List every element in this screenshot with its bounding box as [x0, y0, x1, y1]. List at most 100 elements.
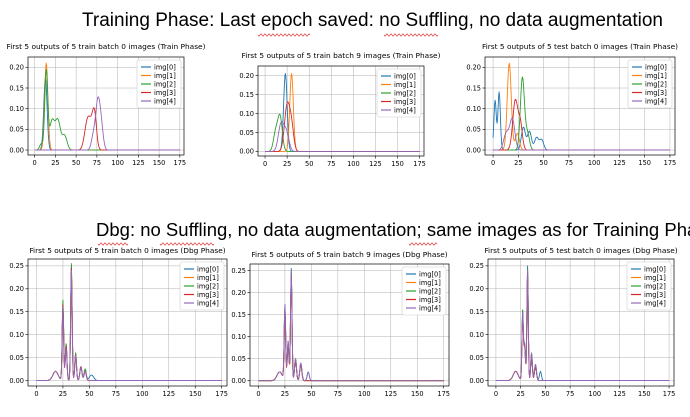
series-line-4: [265, 121, 420, 152]
legend-label: img[3]: [197, 291, 219, 299]
x-tick-label: 75: [334, 390, 342, 398]
y-tick-label: 0.00: [231, 377, 246, 385]
x-tick-label: 50: [72, 159, 80, 167]
legend-label: img[4]: [644, 299, 666, 307]
x-tick-label: 125: [613, 159, 626, 167]
plot-title: First 5 outputs of 5 train batch 0 image…: [29, 246, 225, 255]
x-tick-label: 0: [263, 160, 267, 168]
x-tick-label: 150: [638, 159, 651, 167]
series-line-4: [493, 117, 670, 151]
legend-label: img[1]: [419, 279, 441, 287]
legend-box: [179, 261, 225, 311]
y-tick-label: 0.25: [231, 267, 246, 275]
legend-label: img[2]: [645, 80, 667, 88]
x-tick-label: 175: [413, 160, 426, 168]
x-tick-label: 75: [112, 390, 120, 398]
x-tick-label: 75: [327, 160, 335, 168]
x-tick-label: 50: [541, 390, 549, 398]
y-tick-label: 0.00: [9, 146, 24, 154]
x-tick-label: 100: [136, 390, 149, 398]
y-tick-label: 0.00: [239, 148, 254, 156]
plot-frame: [484, 56, 676, 156]
x-tick-label: 175: [664, 159, 677, 167]
y-tick-label: 0.15: [239, 91, 254, 99]
chart-panel-2: First 5 outputs of 5 test batch 0 images…: [466, 42, 678, 167]
legend-label: img[3]: [419, 296, 441, 304]
y-tick-label: 0.10: [9, 105, 24, 113]
chart-panel-1: First 5 outputs of 5 train batch 9 image…: [239, 51, 440, 168]
legend-label: img[1]: [154, 72, 176, 80]
legend-label: img[3]: [645, 89, 667, 97]
legend-label: img[3]: [394, 98, 416, 106]
series-line-4: [36, 270, 222, 381]
legend-label: img[0]: [419, 270, 441, 278]
x-tick-label: 150: [189, 390, 202, 398]
legend-label: img[1]: [644, 274, 666, 282]
x-tick-label: 75: [565, 159, 573, 167]
x-tick-label: 175: [437, 390, 450, 398]
y-tick-label: 0.05: [231, 355, 246, 363]
x-tick-label: 0: [491, 159, 495, 167]
plot-title: First 5 outputs of 5 train batch 0 image…: [6, 42, 205, 51]
y-tick-label: 0.10: [239, 110, 254, 118]
legend-box: [136, 59, 182, 109]
y-tick-label: 0.20: [231, 289, 246, 297]
y-tick-label: 0.10: [469, 331, 484, 339]
legend-label: img[4]: [154, 97, 176, 105]
legend-label: img[2]: [154, 80, 176, 88]
legend-label: img[0]: [644, 265, 666, 273]
legend-label: img[2]: [419, 287, 441, 295]
series-line-3: [34, 107, 180, 151]
y-tick-label: 0.25: [469, 262, 484, 270]
x-tick-label: 100: [589, 390, 602, 398]
legend-label: img[4]: [197, 299, 219, 307]
chart-panel-3: First 5 outputs of 5 train batch 0 image…: [9, 246, 228, 398]
x-tick-label: 0: [494, 390, 498, 398]
series-line-4: [495, 269, 670, 381]
plot-title: First 5 outputs of 5 train batch 9 image…: [241, 51, 440, 60]
spellcheck-underline: [257, 33, 311, 37]
y-tick-label: 0.10: [9, 331, 24, 339]
x-tick-label: 125: [384, 390, 397, 398]
x-tick-label: 100: [588, 159, 601, 167]
y-tick-label: 0.15: [231, 311, 246, 319]
y-tick-label: 0.20: [9, 285, 24, 293]
legend-label: img[0]: [197, 265, 219, 273]
legend-box: [626, 261, 672, 311]
x-tick-label: 50: [85, 390, 93, 398]
spellcheck-underline: [97, 242, 129, 246]
x-tick-label: 0: [34, 390, 38, 398]
y-tick-label: 0.00: [9, 377, 24, 385]
plot-frame: [27, 56, 185, 156]
legend-label: img[2]: [197, 282, 219, 290]
legend-label: img[0]: [394, 72, 416, 80]
y-tick-label: 0.20: [239, 72, 254, 80]
plot-frame: [249, 263, 450, 387]
plot-title: First 5 outputs of 5 test batch 0 images…: [484, 246, 677, 255]
legend-label: img[2]: [394, 89, 416, 97]
y-tick-label: 0.05: [9, 354, 24, 362]
legend-label: img[2]: [644, 282, 666, 290]
y-tick-label: 0.10: [231, 333, 246, 341]
y-tick-label: 0.15: [9, 84, 24, 92]
x-tick-label: 0: [33, 159, 37, 167]
x-tick-label: 25: [516, 390, 524, 398]
legend-label: img[3]: [644, 291, 666, 299]
x-tick-label: 125: [369, 160, 382, 168]
legend-box: [376, 68, 422, 118]
x-tick-label: 125: [162, 390, 175, 398]
y-tick-label: 0.00: [469, 377, 484, 385]
legend-label: img[0]: [645, 63, 667, 71]
y-tick-label: 0.20: [9, 64, 24, 72]
x-tick-label: 175: [215, 390, 228, 398]
legend-box: [401, 266, 447, 316]
series-line-4: [34, 96, 180, 151]
x-tick-label: 175: [174, 159, 187, 167]
plot-title: First 5 outputs of 5 test batch 0 images…: [482, 42, 678, 51]
chart-panel-5: First 5 outputs of 5 test batch 0 images…: [469, 246, 677, 398]
spellcheck-underline: [383, 33, 439, 37]
chart-panel-0: First 5 outputs of 5 train batch 0 image…: [6, 42, 205, 167]
x-tick-label: 0: [256, 390, 260, 398]
x-tick-label: 25: [283, 160, 291, 168]
spellcheck-underline: [159, 242, 215, 246]
